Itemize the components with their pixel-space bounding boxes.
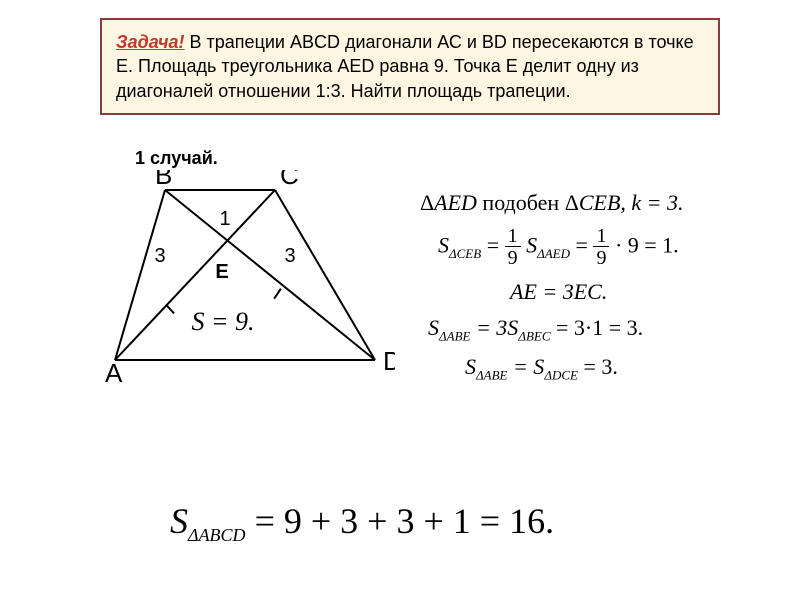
area-ceb-line: SΔCEB = 19 SΔAED = 19 · 9 = 1. bbox=[438, 226, 790, 269]
problem-box: Задача! В трапеции ABCD диагонали АС и В… bbox=[100, 18, 720, 115]
svg-text:B: B bbox=[155, 170, 172, 190]
final-answer: SΔABCD = 9 + 3 + 3 + 1 = 16. bbox=[170, 500, 554, 546]
svg-text:1: 1 bbox=[219, 208, 230, 230]
problem-text: В трапеции ABCD диагонали АС и ВD пересе… bbox=[116, 32, 694, 101]
trapezoid-diagram: A B C D 1 3 3 E S = 9. bbox=[95, 170, 395, 390]
svg-text:D: D bbox=[383, 346, 395, 376]
svg-text:S = 9.: S = 9. bbox=[191, 307, 254, 336]
area-abe-line: SΔABE = 3SΔBEC = 3·1 = 3. bbox=[428, 315, 790, 344]
svg-text:3: 3 bbox=[284, 245, 295, 267]
svg-text:C: C bbox=[280, 170, 299, 190]
svg-text:E: E bbox=[215, 261, 228, 283]
problem-title: Задача! bbox=[116, 32, 185, 52]
area-dce-line: SΔABE = SΔDCE = 3. bbox=[465, 354, 790, 383]
svg-text:3: 3 bbox=[154, 245, 165, 267]
math-steps: ΔAED подобен ΔCEB, k = 3. SΔCEB = 19 SΔA… bbox=[420, 190, 790, 394]
similar-triangles-line: ΔAED подобен ΔCEB, k = 3. bbox=[420, 190, 790, 216]
svg-text:A: A bbox=[105, 358, 123, 388]
case-label: 1 случай. bbox=[135, 148, 218, 169]
ae-ec-line: AE = 3EC. bbox=[510, 279, 790, 305]
